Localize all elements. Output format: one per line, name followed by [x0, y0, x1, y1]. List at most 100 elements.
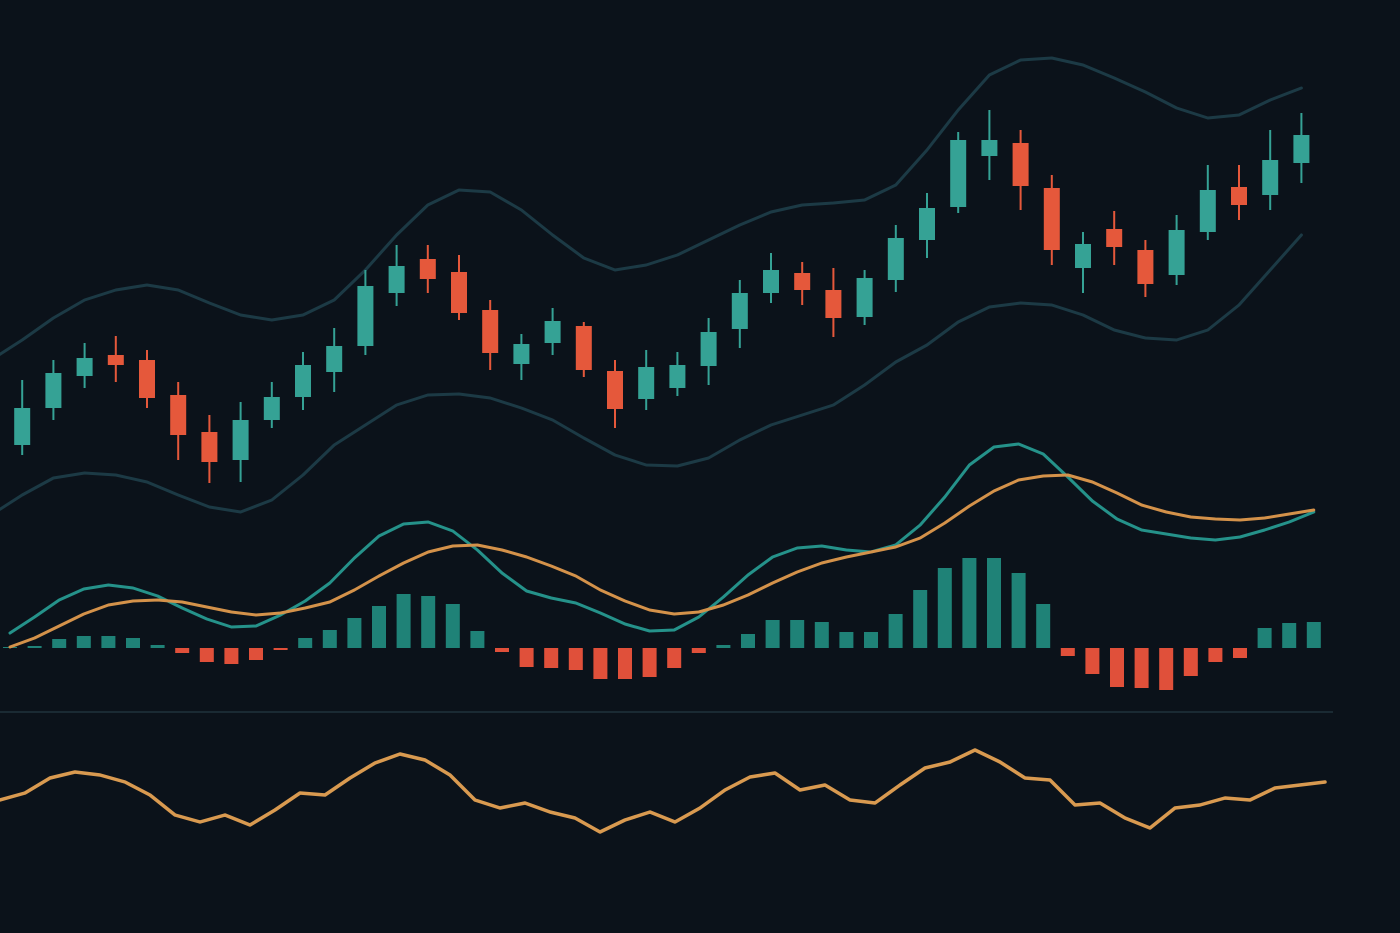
histogram-bar: [1306, 622, 1321, 648]
histogram-bar: [765, 620, 780, 648]
histogram-bar: [1257, 628, 1272, 648]
histogram-bar: [224, 648, 239, 664]
candle-body: [887, 238, 904, 280]
candle-body: [763, 270, 779, 293]
candle-body: [326, 346, 343, 372]
macd-line: [8, 473, 1316, 649]
candle-body: [981, 140, 998, 156]
candle-body: [700, 332, 717, 366]
histogram-bar: [372, 606, 386, 648]
candle-body: [170, 395, 187, 435]
candle-body: [607, 371, 623, 409]
candle-body: [45, 373, 62, 408]
histogram-bar: [52, 639, 67, 648]
candle-body: [1168, 230, 1185, 275]
candle-body: [76, 358, 93, 376]
histogram-bar: [76, 636, 91, 648]
histogram-bar: [396, 594, 411, 648]
candle-body: [201, 432, 218, 462]
candle-body: [638, 367, 655, 399]
histogram-bar: [470, 631, 485, 648]
histogram-bar: [691, 648, 706, 653]
candle-body: [1137, 250, 1154, 284]
candle-body: [388, 266, 405, 293]
histogram-bar: [962, 558, 977, 648]
histogram-bar: [568, 648, 583, 670]
histogram-bar: [519, 648, 534, 667]
histogram-bar: [667, 648, 682, 668]
candle-body: [451, 272, 467, 313]
histogram-bar: [273, 648, 288, 650]
histogram-bar: [839, 632, 854, 648]
histogram-bar: [937, 568, 952, 648]
histogram-bar: [544, 648, 559, 668]
candle-body: [669, 365, 686, 388]
histogram-bar: [716, 645, 731, 648]
candle-body: [825, 290, 842, 318]
macd-line: [8, 442, 1316, 635]
histogram-bar: [1085, 648, 1100, 674]
histogram-bar: [1036, 604, 1051, 648]
histogram-bar: [741, 634, 755, 648]
candle-body: [419, 259, 436, 279]
candle-body: [1262, 160, 1279, 195]
candle-body: [794, 273, 811, 290]
histogram-bar: [1011, 573, 1026, 648]
histogram-bar: [322, 630, 337, 648]
histogram-bar: [642, 648, 657, 677]
candle-body: [232, 420, 249, 460]
histogram-bar: [1208, 648, 1223, 662]
candle-body: [357, 286, 374, 346]
candle-body: [731, 293, 748, 329]
histogram-bar: [1183, 648, 1198, 676]
histogram-bar: [1060, 648, 1075, 656]
candle-body: [1043, 188, 1060, 250]
candle-body: [856, 278, 873, 317]
histogram-bar: [445, 604, 460, 648]
candle-body: [263, 397, 280, 420]
histogram-bar: [298, 638, 313, 648]
candle-body: [139, 360, 155, 398]
histogram-bar: [1159, 648, 1174, 690]
candle-body: [544, 321, 561, 343]
histogram-bar: [913, 590, 928, 648]
histogram-bar: [814, 622, 829, 648]
histogram-bar: [1134, 648, 1149, 688]
histogram-bar: [101, 636, 116, 648]
histogram-bar: [150, 645, 165, 648]
candle-body: [1106, 229, 1123, 247]
candle-body: [1293, 135, 1310, 163]
histogram-bar: [987, 558, 1001, 648]
candle-body: [1231, 187, 1247, 205]
histogram-bar: [864, 632, 878, 648]
candle-body: [107, 355, 124, 365]
candle-body: [295, 365, 311, 397]
histogram-bar: [175, 648, 190, 653]
oscillator-line: [0, 748, 1327, 834]
histogram-bar: [1282, 623, 1297, 648]
candle-body: [1199, 190, 1216, 232]
histogram-bar: [27, 646, 42, 648]
histogram-bar: [593, 648, 608, 679]
histogram-bar: [421, 596, 436, 648]
candle-body: [1075, 244, 1091, 268]
histogram-bar: [888, 614, 903, 648]
histogram-bar: [199, 648, 214, 662]
candle-body: [575, 326, 592, 370]
histogram-bar: [1110, 648, 1124, 687]
histogram-bar: [126, 638, 140, 648]
lower-band: [0, 233, 1303, 514]
histogram-bar: [790, 620, 805, 648]
histogram-bar: [1233, 648, 1247, 658]
candle-body: [1012, 143, 1029, 186]
histogram-bar: [495, 648, 509, 652]
histogram-bar: [618, 648, 632, 679]
candle-body: [513, 344, 530, 364]
candle-body: [482, 310, 499, 353]
candle-body: [14, 408, 31, 445]
histogram-bar: [249, 648, 263, 660]
candle-body: [919, 208, 935, 240]
